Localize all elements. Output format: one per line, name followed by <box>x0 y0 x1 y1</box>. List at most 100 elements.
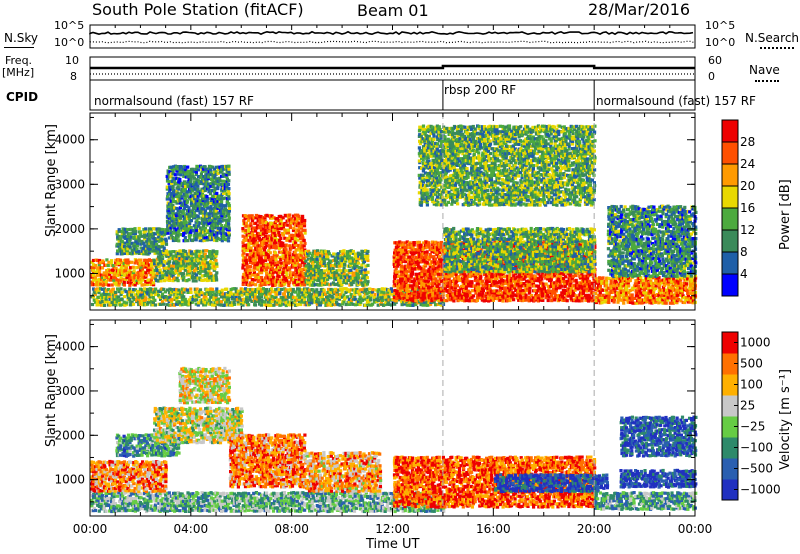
data-cell <box>329 290 333 295</box>
data-cell <box>335 275 339 279</box>
data-cell <box>347 300 351 304</box>
data-cell <box>310 279 314 283</box>
data-cell <box>171 267 175 271</box>
data-cell <box>353 273 357 277</box>
data-cell <box>174 256 179 260</box>
data-cell <box>121 230 125 234</box>
data-cell <box>315 249 319 253</box>
data-cell <box>165 303 169 307</box>
data-cell <box>216 168 220 172</box>
data-cell <box>267 239 271 243</box>
data-cell <box>127 273 132 277</box>
data-cell <box>150 276 154 280</box>
data-cell <box>223 300 228 304</box>
data-cell <box>184 226 188 230</box>
data-cell <box>124 263 128 267</box>
data-cell <box>192 199 196 203</box>
data-cell <box>102 271 106 275</box>
data-cell <box>173 236 177 240</box>
data-cell <box>425 250 429 254</box>
data-cell <box>193 290 197 294</box>
data-cell <box>220 187 224 191</box>
data-cell <box>155 279 159 283</box>
data-cell <box>134 229 138 234</box>
data-cell <box>209 218 213 222</box>
data-cell <box>176 172 180 176</box>
data-cell <box>394 275 398 279</box>
nsky-label: N.Sky <box>4 31 39 45</box>
data-cell <box>300 288 304 292</box>
data-cell <box>356 302 360 306</box>
data-cell <box>216 184 220 188</box>
data-cell <box>210 303 215 307</box>
data-cell <box>387 295 391 299</box>
data-cell <box>223 231 227 235</box>
data-cell <box>387 298 391 302</box>
data-cell <box>162 248 166 253</box>
data-cell <box>290 293 294 297</box>
data-cell <box>362 257 366 261</box>
data-cell <box>176 235 180 239</box>
data-cell <box>358 269 362 273</box>
data-cell <box>209 170 213 174</box>
data-cell <box>184 167 188 172</box>
data-cell <box>175 295 179 299</box>
data-cell <box>253 303 258 307</box>
data-cell <box>394 270 399 274</box>
data-cell <box>147 247 151 251</box>
data-cell <box>180 303 184 307</box>
data-cell <box>158 239 162 243</box>
data-cell <box>139 273 143 277</box>
data-cell <box>301 290 305 294</box>
data-cell <box>292 289 296 293</box>
data-cell <box>98 280 102 284</box>
data-cell <box>252 265 256 269</box>
data-cell <box>408 300 413 304</box>
data-cell <box>215 262 219 266</box>
data-cell <box>112 303 116 307</box>
data-cell <box>201 189 205 193</box>
data-cell <box>367 303 371 307</box>
data-cell <box>428 253 432 257</box>
data-cell <box>479 274 483 278</box>
data-cell <box>156 289 161 293</box>
data-cell <box>297 273 301 277</box>
data-cell <box>227 209 231 213</box>
data-cell <box>333 287 337 291</box>
data-cell <box>216 199 220 203</box>
data-cell <box>214 194 218 199</box>
data-cell <box>195 293 199 297</box>
data-cell <box>126 293 130 297</box>
data-cell <box>317 283 321 287</box>
data-cell <box>217 219 222 223</box>
data-cell <box>146 242 150 246</box>
data-cell <box>182 295 186 299</box>
data-cell <box>259 256 263 260</box>
data-cell <box>174 194 178 199</box>
data-cell <box>227 290 231 295</box>
data-cell <box>232 302 237 306</box>
nsearch-trace <box>89 40 695 44</box>
data-cell <box>213 292 217 297</box>
data-cell <box>169 303 173 307</box>
nsearch-label: N.Search <box>745 31 800 45</box>
data-cell <box>292 295 296 299</box>
data-cell <box>250 281 255 285</box>
data-cell <box>349 278 354 282</box>
data-cell <box>227 164 231 168</box>
data-cell <box>169 194 173 198</box>
data-cell <box>259 248 263 252</box>
data-cell <box>174 270 178 275</box>
data-cell <box>189 209 193 213</box>
data-cell <box>338 295 342 299</box>
data-cell <box>220 239 224 243</box>
data-cell <box>328 293 332 297</box>
data-cell <box>92 287 96 291</box>
data-cell <box>193 211 197 215</box>
data-cell <box>130 248 134 252</box>
data-cell <box>392 284 396 288</box>
data-cell <box>105 288 109 292</box>
data-cell <box>164 242 169 246</box>
data-cell <box>200 202 204 206</box>
data-cell <box>365 292 369 296</box>
